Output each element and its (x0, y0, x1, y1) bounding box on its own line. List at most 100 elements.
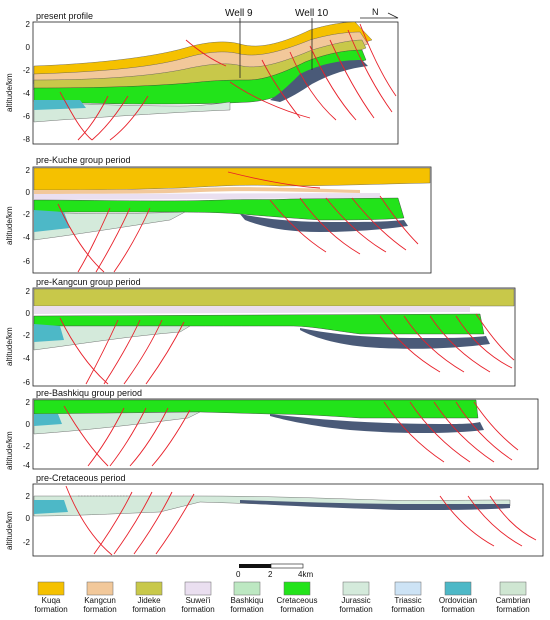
panel-pre-kangcun: pre-Kangcun group period altitude/km 2 0… (5, 277, 516, 387)
y-tick-label: 2 (26, 492, 31, 501)
fault-line (473, 401, 519, 451)
fault-line (63, 405, 109, 467)
axis-label: altitude/km (5, 206, 14, 245)
fault-line (347, 29, 393, 113)
fault-line (403, 315, 465, 373)
layer-kangcun (34, 187, 360, 194)
legend-item-bashkiqu: Bashkiqu formation (230, 581, 264, 614)
y-tick-label: -2 (23, 66, 31, 75)
fault-lines (59, 313, 515, 385)
legend-item-jideke: Jideke formation (132, 581, 166, 614)
fault-line (325, 197, 387, 253)
fault-lines (57, 171, 419, 273)
y-tick-label: -4 (23, 354, 31, 363)
fault-line (379, 315, 441, 373)
y-tick-label: -2 (23, 538, 31, 547)
y-tick-label: -2 (23, 442, 31, 451)
legend-swatch (184, 581, 212, 596)
well-9-label: Well 9 (225, 8, 253, 19)
fault-line (429, 315, 491, 373)
fault-line (109, 407, 147, 467)
fault-line (129, 407, 169, 467)
fault-line (133, 491, 173, 555)
y-tick-label: 0 (26, 43, 31, 52)
axis-label: altitude/km (5, 73, 14, 112)
y-tick-label: -8 (23, 135, 31, 144)
legend-label-line1: Kuqa (42, 596, 61, 605)
panel-title: pre-Cretaceous period (36, 473, 126, 483)
y-tick-labels: 2 0 -2 -4 (23, 398, 31, 470)
legend-label-line1: Cambrian (496, 596, 531, 605)
fault-line (95, 207, 131, 273)
legend-item-kangcun: Kangcun formation (83, 581, 117, 614)
legend-swatch (394, 581, 422, 596)
fault-line (289, 51, 337, 121)
fault-line (269, 199, 327, 253)
legend-label-line1: Jurassic (341, 596, 370, 605)
fault-line (59, 317, 109, 385)
panel-present-profile: present profile altitude/km 2 0 -2 -4 -6… (5, 11, 399, 145)
north-arrow-label: N (372, 7, 379, 17)
y-tick-label: 0 (26, 188, 31, 197)
y-tick-label: -4 (23, 461, 31, 470)
legend-label-line1: Bashkiqu (231, 596, 264, 605)
legend-label-line1: Kangcun (84, 596, 116, 605)
y-tick-label: 2 (26, 166, 31, 175)
panel-pre-cretaceous: pre-Cretaceous period altitude/km 2 0 -2 (5, 473, 544, 557)
fault-line (227, 171, 321, 189)
scale-bar: 0 2 4km (236, 563, 313, 579)
scale-bar-label: 0 (236, 570, 241, 579)
legend-item-kuqa: Kuqa formation (34, 581, 68, 614)
legend-label-line1: Suwei'i (185, 596, 210, 605)
fault-line (261, 59, 301, 119)
fault-line (433, 401, 495, 463)
legend-label-line2: formation (280, 605, 313, 614)
fault-line (299, 197, 361, 255)
legend-label-line2: formation (132, 605, 165, 614)
legend-label-line2: formation (441, 605, 474, 614)
fault-line (113, 491, 153, 555)
scale-bar-label: 4km (298, 570, 313, 579)
panel-frame (32, 483, 544, 557)
y-tick-label: -2 (23, 210, 31, 219)
axis-label: altitude/km (5, 431, 14, 470)
legend-swatch (342, 581, 370, 596)
layer-jurassic (33, 325, 191, 351)
legend-swatch (86, 581, 114, 596)
y-tick-labels: 2 0 -2 -4 -6 (23, 287, 31, 387)
layer-ordovician (34, 100, 86, 110)
panel-title: pre-Bashkiqu group period (36, 388, 142, 398)
y-tick-label: -6 (23, 378, 31, 387)
panel-pre-kuche: pre-Kuche group period altitude/km 2 0 -… (5, 155, 432, 274)
fault-line (113, 207, 151, 273)
layer-kuqa (33, 167, 431, 191)
panel-title: pre-Kuche group period (36, 155, 131, 165)
legend-label-line2: formation (339, 605, 372, 614)
y-tick-label: 2 (26, 398, 31, 407)
y-tick-labels: 2 0 -2 -4 -6 (23, 166, 31, 266)
legend-item-suweii: Suwei'i formation (181, 581, 215, 614)
layer-ordovician (34, 500, 68, 514)
fault-line (467, 495, 523, 547)
layer-ordovician (34, 210, 70, 232)
y-tick-label: -6 (23, 112, 31, 121)
fault-line (409, 401, 471, 463)
legend-swatch (444, 581, 472, 596)
legend-item-cambrian: Cambrian formation (496, 581, 531, 614)
fault-line (151, 409, 191, 467)
fault-line (77, 207, 111, 273)
well-10-label: Well 10 (295, 8, 329, 19)
fault-line (59, 91, 93, 141)
legend: Kuqa formation Kangcun formation Jideke … (34, 581, 531, 614)
fault-line (85, 319, 119, 385)
fault-line (65, 485, 113, 556)
fault-line (359, 23, 397, 97)
layer-jurassic (33, 211, 186, 241)
fault-line (123, 319, 163, 385)
fault-line (329, 39, 375, 119)
layer-dark-band (300, 328, 490, 349)
scale-bar-segment-white (270, 563, 304, 569)
y-tick-labels: 2 0 -2 -4 -6 -8 (23, 20, 31, 144)
layer-ordovician (34, 324, 64, 342)
panel-pre-bashkiqu: pre-Bashkiqu group period altitude/km 2 … (5, 388, 539, 470)
